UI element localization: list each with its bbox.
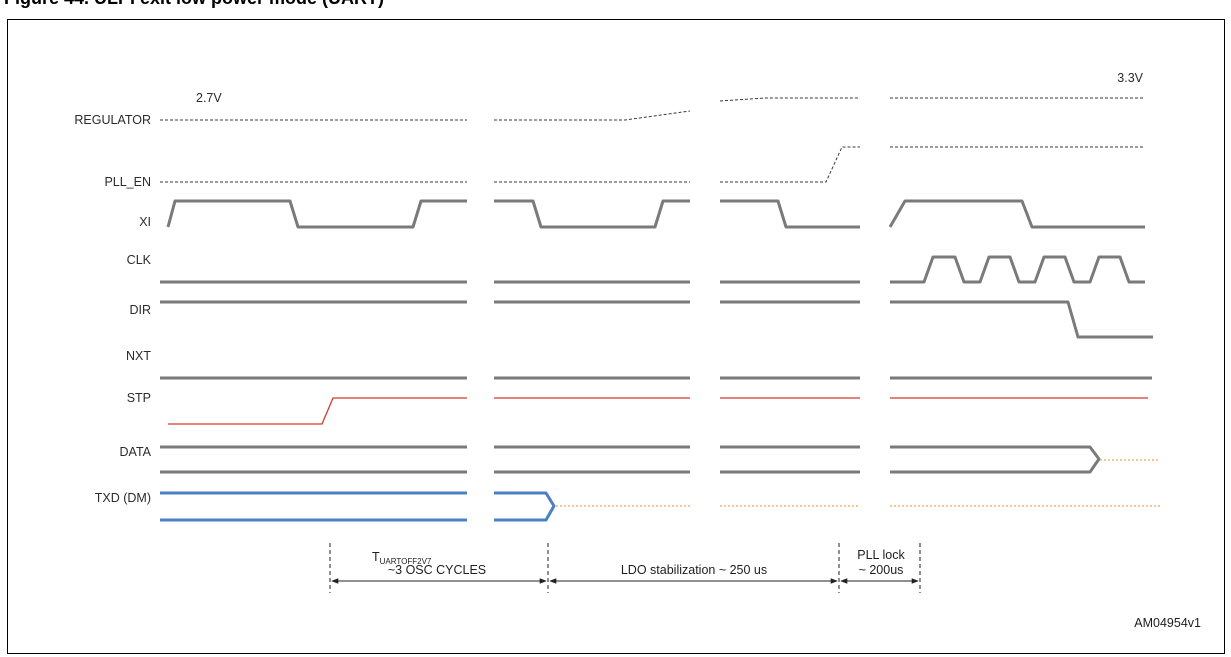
label-xi: XI: [139, 215, 151, 229]
interval-ldo-stabilization: LDO stabilization ~ 250 us: [621, 563, 767, 577]
interval-tuartoff-cycles: ~3 OSC CYCLES: [388, 563, 486, 577]
clk-waveform: [160, 255, 1145, 284]
regulator-waveform: [160, 97, 1145, 121]
figure-title: Figure 44. ULPI exit low power mode (UAR…: [4, 0, 384, 9]
voltage-end: 3.3V: [1117, 71, 1143, 85]
label-nxt: NXT: [126, 349, 151, 363]
label-clk: CLK: [127, 253, 152, 267]
xi-waveform: [166, 199, 1145, 229]
label-pll-en: PLL_EN: [104, 175, 151, 189]
figure-frame: [7, 19, 1225, 654]
interval-tuartoff-label: TUARTOFF2V7: [372, 550, 432, 566]
signal-labels: REGULATOR PLL_EN XI CLK DIR NXT STP DATA…: [74, 113, 151, 505]
label-regulator: REGULATOR: [74, 113, 151, 127]
voltage-start: 2.7V: [196, 91, 222, 105]
dir-waveform: [160, 300, 1153, 339]
pll-en-waveform: [160, 146, 1145, 183]
timing-markers: [329, 543, 921, 593]
interval-pll-lock-time: ~ 200us: [859, 563, 904, 577]
label-data: DATA: [120, 445, 152, 459]
stp-waveform: [168, 397, 1148, 425]
figure-header: Figure 44. ULPI exit low power mode (UAR…: [0, 0, 1231, 18]
label-txd-dm: TXD (DM): [95, 491, 151, 505]
label-stp: STP: [127, 391, 151, 405]
data-waveform: [160, 445, 1160, 474]
interval-pll-lock: PLL lock: [857, 548, 905, 562]
label-dir: DIR: [129, 303, 151, 317]
figure-id: AM04954v1: [1134, 616, 1201, 630]
txd-dm-waveform: [160, 491, 1160, 522]
